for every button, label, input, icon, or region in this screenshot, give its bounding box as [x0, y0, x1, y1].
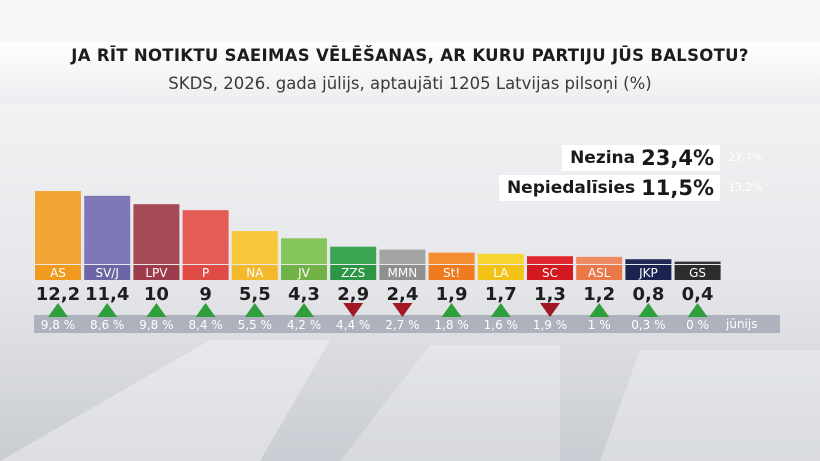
value-label: 4,3 [288, 284, 320, 305]
side-stat-value: 11,5% [641, 176, 714, 200]
party-label: LA [493, 266, 509, 280]
previous-value-label: 9,8 % [139, 318, 173, 332]
side-stat-value: 23,4% [641, 146, 714, 170]
previous-month-label: jūnijs [726, 317, 758, 331]
party-label: ZZS [341, 266, 365, 280]
previous-month-strip [34, 315, 780, 333]
previous-value-label: 5,5 % [238, 318, 272, 332]
value-label: 12,2 [36, 284, 80, 305]
party-label: LPV [145, 266, 168, 280]
bar [477, 253, 524, 264]
party-label: P [202, 266, 209, 280]
party-label-box [231, 265, 278, 280]
bar [182, 210, 229, 264]
trend-up-icon [97, 303, 118, 317]
previous-value-label: 0 % [686, 318, 709, 332]
value-label: 11,4 [85, 284, 129, 305]
value-label: 9 [199, 284, 212, 305]
party-label-box [477, 265, 524, 280]
trend-up-icon [294, 303, 314, 317]
value-label: 5,5 [239, 284, 271, 305]
party-label-box [182, 265, 229, 280]
value-label: 1,9 [436, 284, 468, 305]
previous-value-label: 1 % [588, 318, 611, 332]
party-label-box [379, 265, 426, 280]
previous-value-label: 8,4 % [188, 318, 222, 332]
bar [674, 261, 721, 264]
trend-up-icon [441, 303, 462, 317]
value-label: 1,2 [583, 284, 615, 305]
party-label: MMN [388, 266, 418, 280]
previous-value-label: 4,2 % [287, 318, 321, 332]
trend-up-icon [48, 303, 68, 317]
party-label: JKP [638, 266, 658, 280]
bar [330, 246, 377, 264]
party-label: SV/J [95, 266, 118, 280]
trend-up-icon [146, 303, 167, 317]
party-label: SC [542, 266, 558, 280]
party-label-box [527, 265, 573, 280]
party-label-box [330, 265, 377, 280]
party-label: NA [246, 266, 264, 280]
value-label: 1,3 [534, 284, 566, 305]
bar [35, 191, 81, 264]
value-label: 2,9 [337, 284, 369, 305]
bar [527, 256, 573, 264]
trend-down-icon [540, 303, 560, 317]
bar [576, 256, 623, 264]
header-band [0, 42, 820, 104]
bar [428, 252, 475, 264]
previous-value-label: 4,4 % [336, 318, 370, 332]
side-stat-undecided: Nezina 23,4% [562, 145, 720, 171]
party-label-box [674, 265, 721, 280]
party-label-box [625, 265, 672, 280]
trend-up-icon [490, 303, 511, 317]
party-label-box [84, 265, 131, 280]
side-stat-label: Nepiedalīsies [506, 178, 636, 198]
previous-value-label: 8,6 % [90, 318, 124, 332]
previous-value-label: 1,9 % [533, 318, 567, 332]
party-label-box [428, 265, 475, 280]
party-label-box [576, 265, 623, 280]
bar [84, 195, 131, 264]
side-stat-not-voting: Nepiedalīsies 11,5% [498, 175, 720, 201]
trend-up-icon [244, 303, 265, 317]
value-label: 1,7 [485, 284, 517, 305]
value-label: 0,8 [632, 284, 664, 305]
party-label: ASL [588, 266, 611, 280]
trend-up-icon [687, 303, 708, 317]
party-label-box [35, 265, 81, 280]
side-stat-previous: 27,7% [728, 151, 763, 164]
bar [133, 204, 180, 264]
side-stat-previous: 13,2% [728, 181, 763, 194]
party-label: St! [443, 266, 460, 280]
bar [625, 259, 672, 264]
value-label: 2,4 [386, 284, 418, 305]
trend-up-icon [589, 303, 610, 317]
previous-value-label: 2,7 % [385, 318, 419, 332]
value-label: 0,4 [682, 284, 714, 305]
trend-up-icon [195, 303, 216, 317]
bar [281, 238, 327, 264]
chart-subtitle: SKDS, 2026. gada jūlijs, aptaujāti 1205 … [168, 74, 652, 93]
bar [231, 231, 278, 264]
previous-value-label: 1,8 % [434, 318, 468, 332]
party-label: JV [297, 266, 311, 280]
party-label-box [133, 265, 180, 280]
previous-value-label: 0,3 % [631, 318, 665, 332]
previous-value-label: 9,8 % [41, 318, 75, 332]
party-label-box [281, 265, 327, 280]
trend-down-icon [392, 303, 413, 317]
value-label: 10 [144, 284, 169, 305]
previous-value-label: 1,6 % [484, 318, 518, 332]
trend-up-icon [638, 303, 659, 317]
chart-title: JA RĪT NOTIKTU SAEIMAS VĒLĒŠANAS, AR KUR… [71, 46, 749, 65]
party-label: GS [689, 266, 706, 280]
party-label: AS [50, 266, 66, 280]
bar [379, 249, 426, 264]
side-stat-label: Nezina [570, 148, 636, 168]
trend-down-icon [343, 303, 364, 317]
